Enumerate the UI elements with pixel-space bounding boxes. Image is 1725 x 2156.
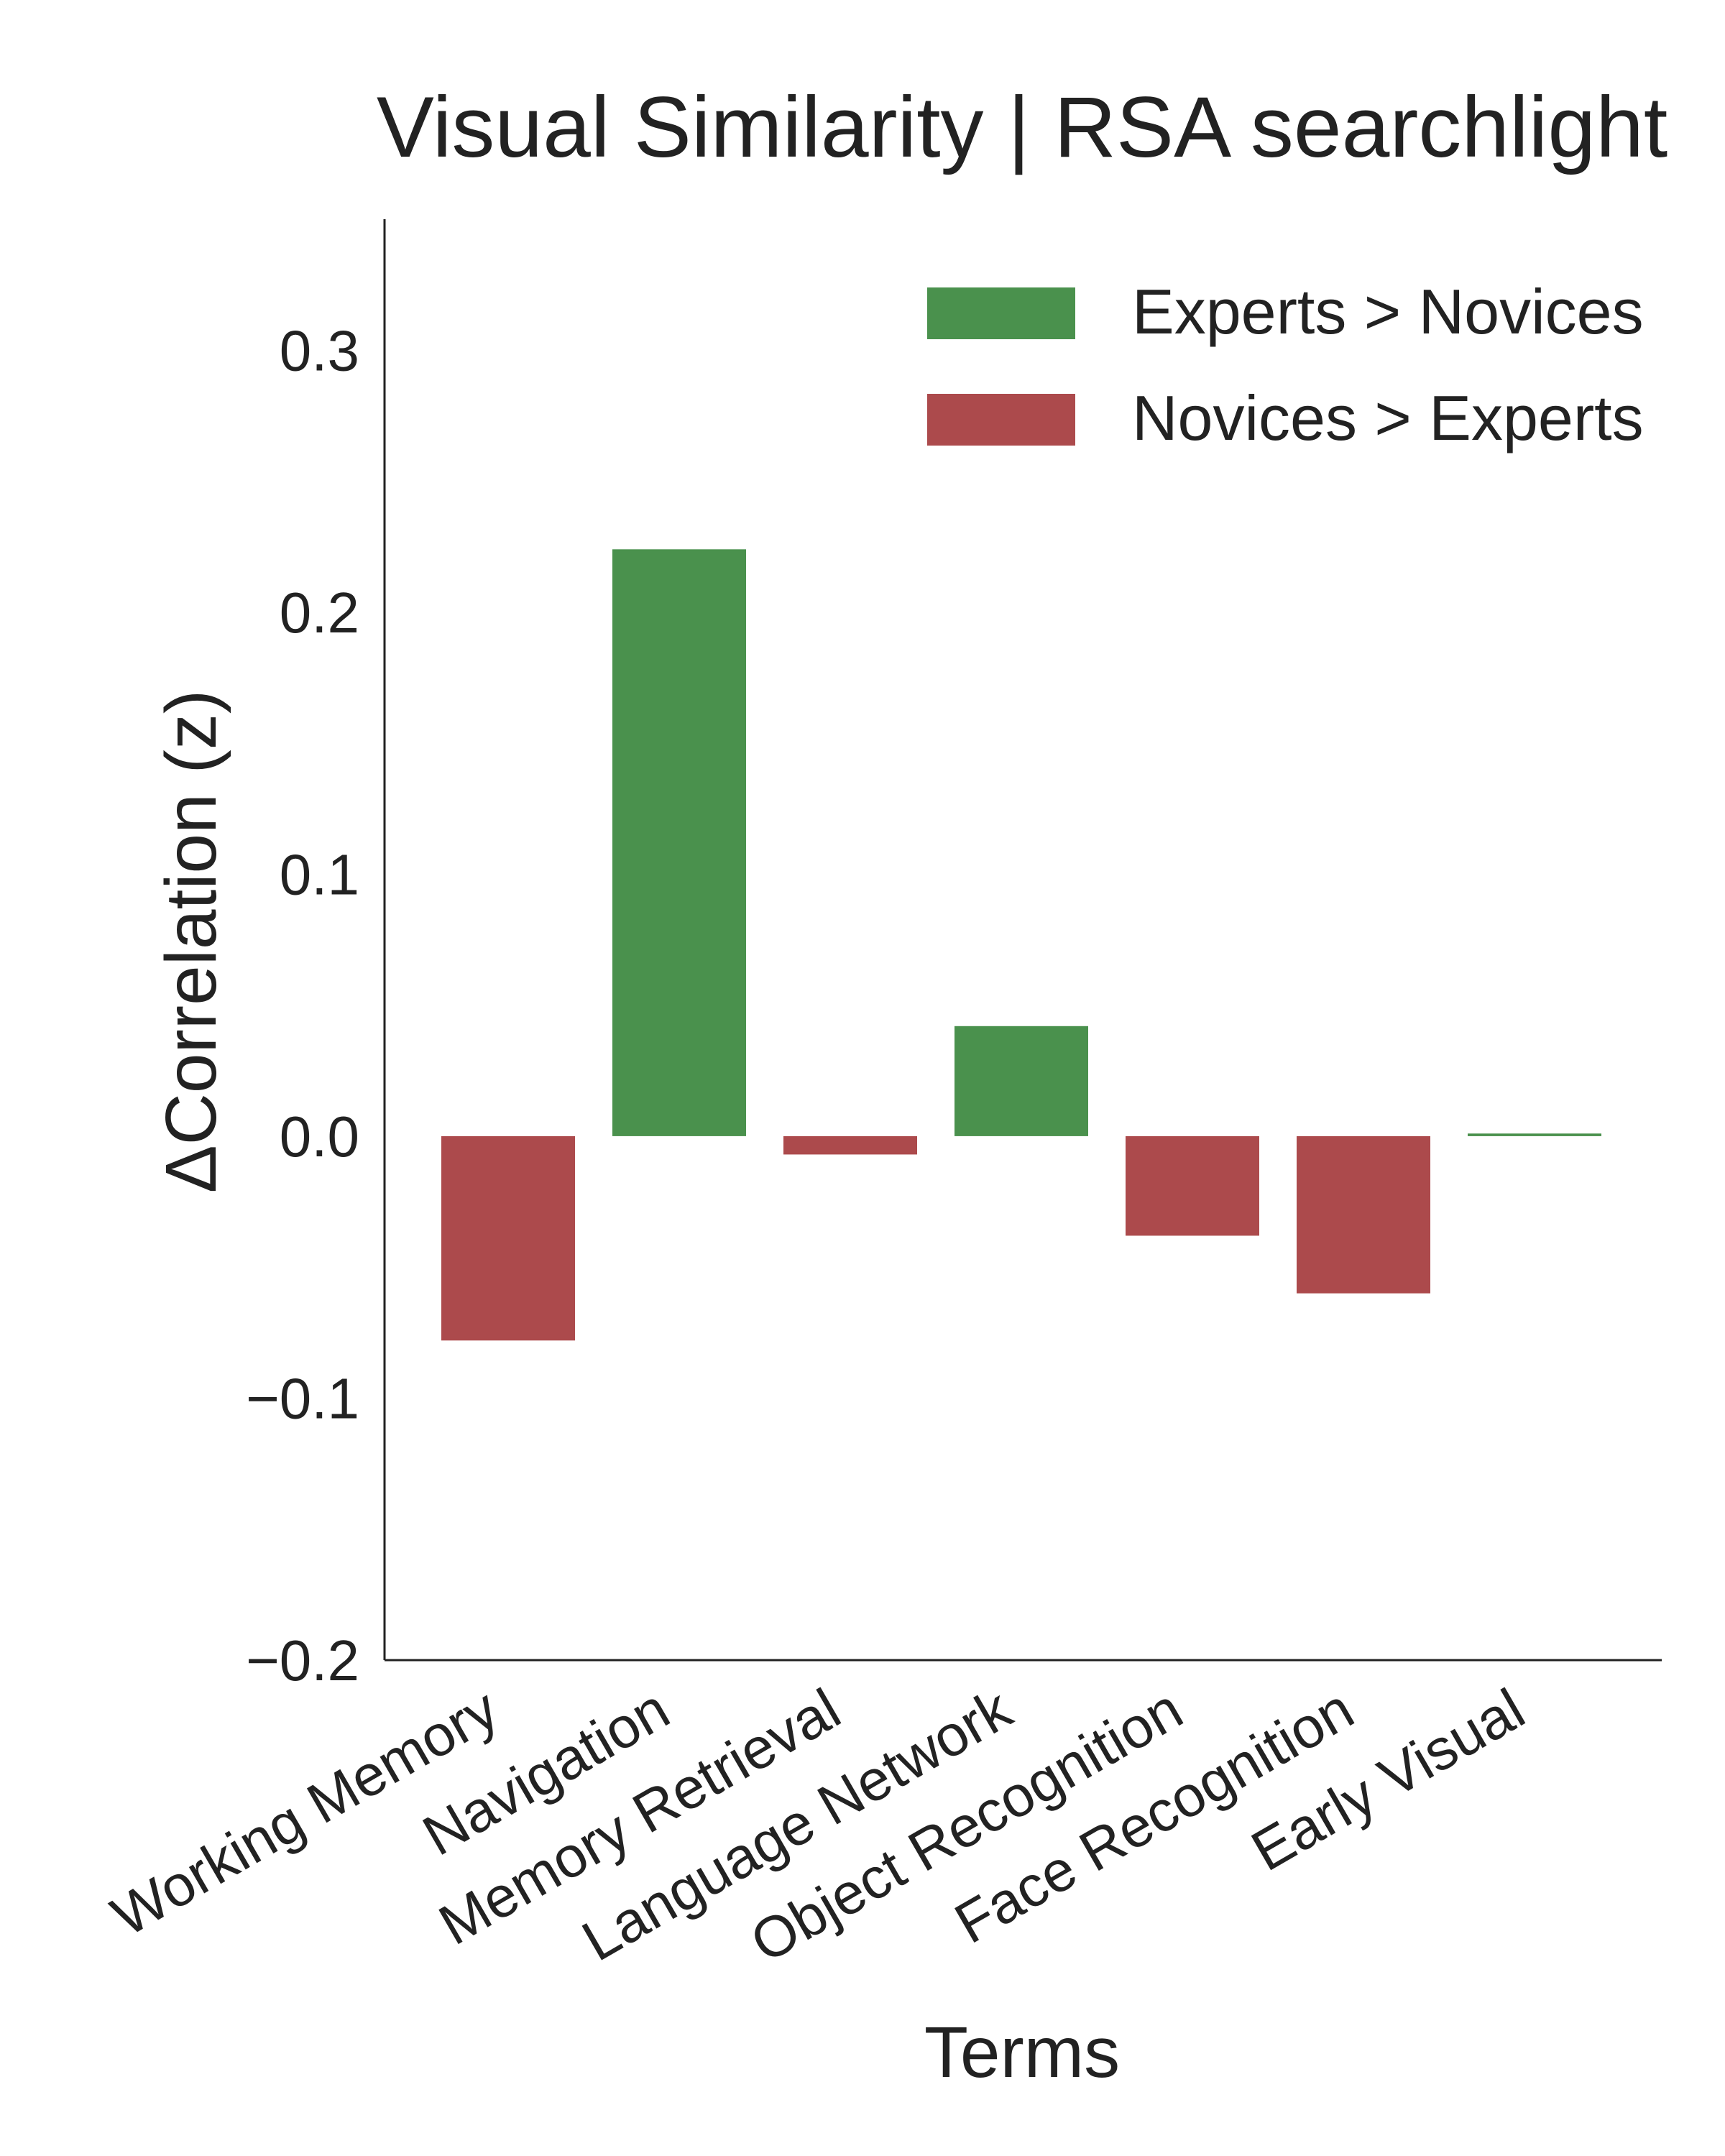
bar-face-recognition (1297, 1135, 1430, 1294)
y-tick-label: 0.0 (280, 1105, 359, 1169)
legend: Experts > Novices Novices > Experts (927, 276, 1644, 453)
y-tick-label: −0.1 (246, 1366, 359, 1430)
legend-swatch (927, 394, 1075, 446)
legend-label: Experts > Novices (1132, 276, 1644, 347)
bar-memory-retrieval (783, 1135, 917, 1155)
y-tick-label: 0.1 (280, 842, 359, 906)
legend-swatch (927, 287, 1075, 339)
bar-early-visual (1468, 1133, 1601, 1136)
y-tick-label: 0.3 (280, 318, 359, 382)
legend-label: Novices > Experts (1132, 382, 1644, 453)
bars-group (441, 549, 1601, 1341)
bar-navigation (612, 549, 746, 1136)
bar-working-memory (441, 1135, 575, 1341)
bar-language-network (954, 1026, 1088, 1136)
y-tick-label: −0.2 (246, 1628, 359, 1692)
x-axis-label: Terms (924, 2012, 1120, 2093)
y-tick-labels: −0.2 −0.1 0.0 0.1 0.2 0.3 (246, 318, 359, 1692)
bar-object-recognition (1126, 1135, 1259, 1236)
y-tick-label: 0.2 (280, 581, 359, 645)
chart-title: Visual Similarity | RSA searchlight (377, 79, 1668, 175)
y-axis-label: ΔCorrelation (z) (151, 690, 231, 1193)
